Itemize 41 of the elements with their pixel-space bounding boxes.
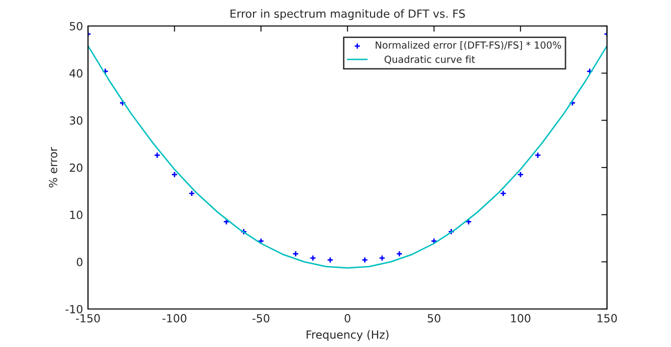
y-tick-label: -10 xyxy=(66,304,82,314)
y-tick-label: 0 xyxy=(76,258,82,266)
y-tick-label: 20 xyxy=(70,163,82,172)
y-tick-label: 10 xyxy=(70,210,82,220)
point xyxy=(223,218,230,226)
legend-label: Normalized error [(DFT-FS)/FS] * 100% xyxy=(376,41,562,50)
point xyxy=(258,238,264,244)
x-tick-label: 150 xyxy=(598,314,617,322)
point xyxy=(102,68,109,75)
point xyxy=(240,228,247,235)
point xyxy=(569,100,576,106)
point xyxy=(171,171,178,178)
point xyxy=(188,190,196,197)
point xyxy=(465,218,472,226)
x-tick-label: 50 xyxy=(428,314,440,322)
point xyxy=(534,152,542,159)
point xyxy=(119,100,126,106)
point xyxy=(292,250,299,258)
y-tick-label: 50 xyxy=(70,22,82,30)
chart-title: Error in spectrum magnitude of DFT vs. FS xyxy=(230,9,465,20)
point xyxy=(448,228,455,235)
y-axis-title: % error xyxy=(48,147,58,188)
point xyxy=(500,190,506,197)
point xyxy=(586,68,593,75)
x-tick-label: -50 xyxy=(252,314,270,322)
point xyxy=(154,152,160,159)
point xyxy=(396,250,403,258)
x-tick-label: -150 xyxy=(76,314,100,322)
x-tick-label: 0 xyxy=(344,314,350,322)
point xyxy=(517,171,524,178)
x-axis-title: Frequency (Hz) xyxy=(306,330,388,341)
point xyxy=(378,254,386,262)
x-tick-label: -100 xyxy=(162,314,186,322)
y-tick-label: 40 xyxy=(70,69,82,78)
y-tick-label: 30 xyxy=(70,116,82,125)
point xyxy=(362,256,368,264)
point xyxy=(326,256,334,264)
x-tick-label: 100 xyxy=(511,314,530,322)
point xyxy=(310,254,316,262)
legend-label: Quadratic curve fit xyxy=(384,55,475,64)
point xyxy=(430,238,438,244)
